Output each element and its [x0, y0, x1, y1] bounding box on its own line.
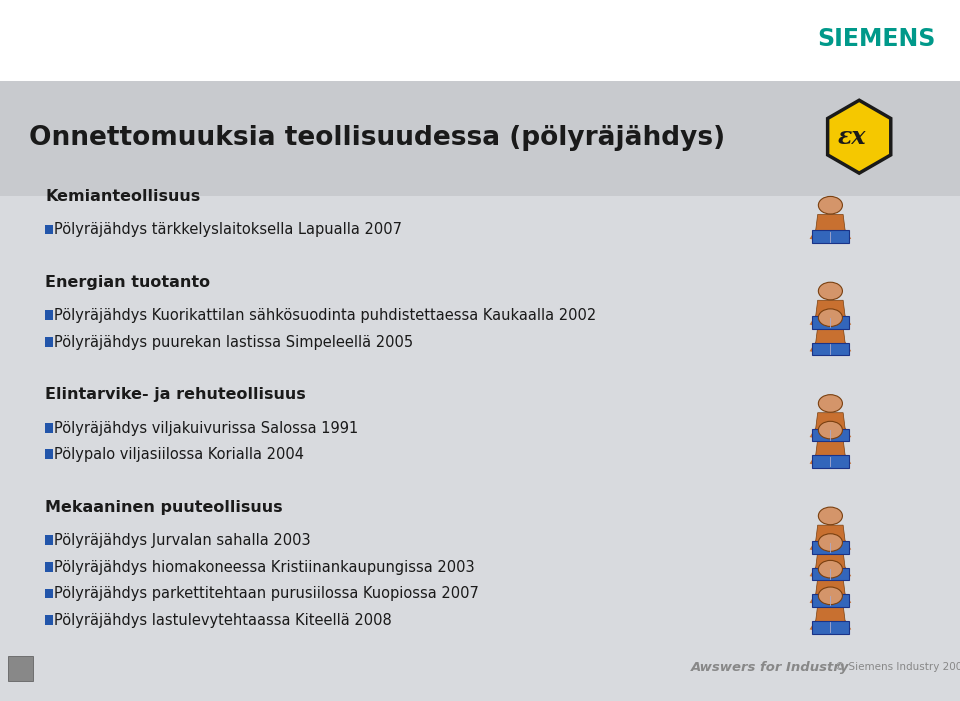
FancyBboxPatch shape — [812, 231, 849, 243]
FancyBboxPatch shape — [45, 449, 53, 459]
FancyBboxPatch shape — [812, 316, 849, 329]
FancyBboxPatch shape — [812, 621, 849, 634]
Text: SIEMENS: SIEMENS — [818, 27, 936, 50]
FancyBboxPatch shape — [45, 224, 53, 234]
Text: Pölyräjähdys Jurvalan sahalla 2003: Pölyräjähdys Jurvalan sahalla 2003 — [54, 533, 310, 548]
Polygon shape — [809, 454, 820, 465]
Polygon shape — [841, 540, 852, 550]
Text: Pölyräjähdys tärkkelyslaitoksella Lapualla 2007: Pölyräjähdys tärkkelyslaitoksella Lapual… — [54, 222, 401, 238]
Circle shape — [818, 395, 843, 412]
Text: Pölyräjähdys lastulevytehtaassa Kiteellä 2008: Pölyräjähdys lastulevytehtaassa Kiteellä… — [54, 613, 392, 628]
Polygon shape — [841, 594, 852, 604]
Polygon shape — [815, 215, 846, 233]
FancyBboxPatch shape — [45, 337, 53, 347]
Text: Pölyräjähdys parkettitehtaan purusiilossa Kuopiossa 2007: Pölyräjähdys parkettitehtaan purusiiloss… — [54, 587, 479, 601]
Polygon shape — [809, 567, 820, 577]
FancyBboxPatch shape — [45, 589, 53, 599]
Polygon shape — [815, 413, 846, 431]
Circle shape — [818, 421, 843, 439]
Polygon shape — [841, 620, 852, 630]
Text: εx: εx — [837, 125, 866, 149]
FancyBboxPatch shape — [45, 311, 53, 320]
FancyBboxPatch shape — [812, 429, 849, 441]
Polygon shape — [841, 567, 852, 577]
Polygon shape — [809, 428, 820, 438]
Circle shape — [818, 283, 843, 300]
FancyBboxPatch shape — [812, 343, 849, 355]
Circle shape — [818, 560, 843, 578]
Polygon shape — [809, 620, 820, 630]
Text: Mekaaninen puuteollisuus: Mekaaninen puuteollisuus — [45, 500, 283, 515]
Polygon shape — [815, 605, 846, 624]
Polygon shape — [809, 342, 820, 353]
FancyBboxPatch shape — [45, 562, 53, 572]
Text: Elintarvike- ja rehuteollisuus: Elintarvike- ja rehuteollisuus — [45, 387, 306, 402]
Text: Onnettomuuksia teollisuudessa (pölyräjähdys): Onnettomuuksia teollisuudessa (pölyräjäh… — [29, 125, 725, 151]
Polygon shape — [815, 578, 846, 597]
Text: Pölypalo viljasiilossa Korialla 2004: Pölypalo viljasiilossa Korialla 2004 — [54, 447, 303, 463]
Polygon shape — [841, 229, 852, 240]
FancyBboxPatch shape — [812, 568, 849, 580]
Polygon shape — [841, 428, 852, 438]
Polygon shape — [809, 594, 820, 604]
Polygon shape — [841, 342, 852, 353]
Polygon shape — [841, 454, 852, 465]
Polygon shape — [815, 552, 846, 571]
Circle shape — [818, 533, 843, 551]
FancyBboxPatch shape — [812, 594, 849, 607]
FancyBboxPatch shape — [45, 536, 53, 545]
Text: Awswers for Industry: Awswers for Industry — [691, 661, 850, 674]
Polygon shape — [841, 315, 852, 326]
Polygon shape — [809, 540, 820, 550]
FancyBboxPatch shape — [8, 656, 33, 681]
Polygon shape — [815, 525, 846, 544]
FancyBboxPatch shape — [0, 81, 960, 196]
Text: Pölyräjähdys hiomakoneessa Kristiinankaupungissa 2003: Pölyräjähdys hiomakoneessa Kristiinankau… — [54, 560, 474, 575]
Polygon shape — [815, 300, 846, 319]
Text: Pölyräjähdys Kuorikattilan sähkösuodinta puhdistettaessa Kaukaalla 2002: Pölyräjähdys Kuorikattilan sähkösuodinta… — [54, 308, 596, 323]
FancyBboxPatch shape — [812, 541, 849, 554]
Text: © Siemens Industry 2009: © Siemens Industry 2009 — [835, 662, 960, 672]
Circle shape — [818, 507, 843, 524]
Polygon shape — [815, 440, 846, 458]
FancyBboxPatch shape — [812, 456, 849, 468]
Polygon shape — [809, 315, 820, 326]
Text: Pölyräjähdys puurekan lastissa Simpeleellä 2005: Pölyräjähdys puurekan lastissa Simpeleel… — [54, 335, 413, 350]
Circle shape — [818, 309, 843, 327]
Circle shape — [818, 196, 843, 214]
FancyBboxPatch shape — [0, 0, 960, 84]
Text: Kemianteollisuus: Kemianteollisuus — [45, 189, 201, 204]
FancyBboxPatch shape — [45, 423, 53, 433]
Text: Energian tuotanto: Energian tuotanto — [45, 275, 210, 290]
Polygon shape — [815, 327, 846, 346]
FancyBboxPatch shape — [45, 615, 53, 625]
Polygon shape — [828, 100, 891, 173]
Circle shape — [818, 587, 843, 604]
Polygon shape — [809, 229, 820, 240]
Text: Pölyräjähdys viljakuivurissa Salossa 1991: Pölyräjähdys viljakuivurissa Salossa 199… — [54, 421, 358, 436]
